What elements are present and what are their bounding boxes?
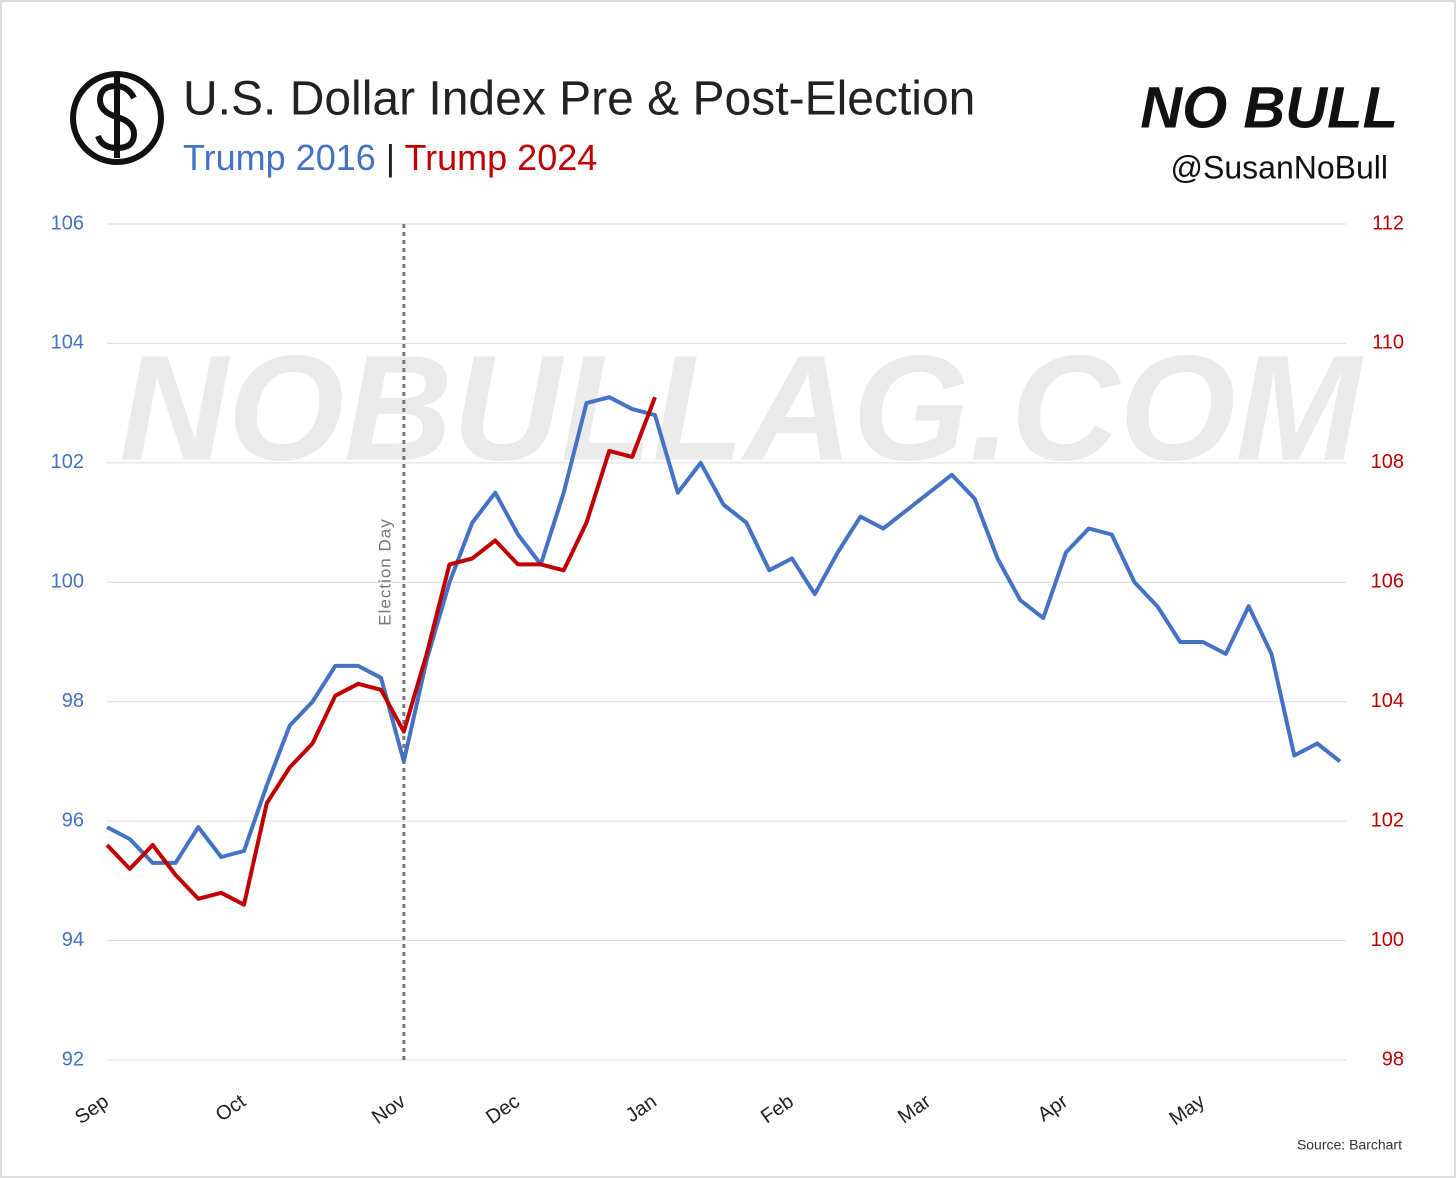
y-tick-label: 104 — [51, 332, 84, 354]
series-line — [106, 395, 1342, 865]
y-tick-label: 100 — [51, 571, 84, 593]
y-tick-label: 96 — [62, 809, 84, 831]
y2-tick-label: 102 — [1371, 809, 1404, 831]
y-tick-label: 92 — [62, 1048, 84, 1070]
y2-tick-label: 104 — [1371, 690, 1404, 712]
y-tick-label: 94 — [62, 929, 84, 951]
dollar-icon — [70, 71, 164, 165]
y-tick-label: 106 — [51, 212, 84, 234]
chart-title: U.S. Dollar Index Pre & Post-Election — [183, 73, 975, 126]
y2-tick-label: 110 — [1372, 332, 1404, 354]
y-tick-label: 102 — [51, 451, 84, 473]
subtitle: Trump 2016 | Trump 2024 — [183, 137, 597, 178]
y2-tick-label: 100 — [1371, 929, 1404, 951]
subtitle-series: Trump 2016 — [183, 137, 376, 178]
dollar-glyph — [95, 76, 138, 158]
handle: @SusanNoBull — [1171, 149, 1388, 185]
brand: NO BULL — [1140, 75, 1398, 140]
y2-tick-label: 112 — [1372, 212, 1404, 234]
watermark: NOBULLAG.COM — [119, 324, 1364, 492]
y2-tick-label: 98 — [1382, 1048, 1404, 1070]
y2-tick-label: 106 — [1371, 571, 1404, 593]
series-line — [105, 396, 657, 907]
annotation: Election Day — [375, 518, 394, 625]
source: Source: Barchart — [1297, 1137, 1402, 1153]
y-tick-label: 98 — [62, 690, 84, 712]
subtitle-series: Trump 2024 — [405, 137, 598, 178]
y2-tick-label: 108 — [1371, 451, 1404, 473]
subtitle-separator: | — [386, 137, 395, 178]
